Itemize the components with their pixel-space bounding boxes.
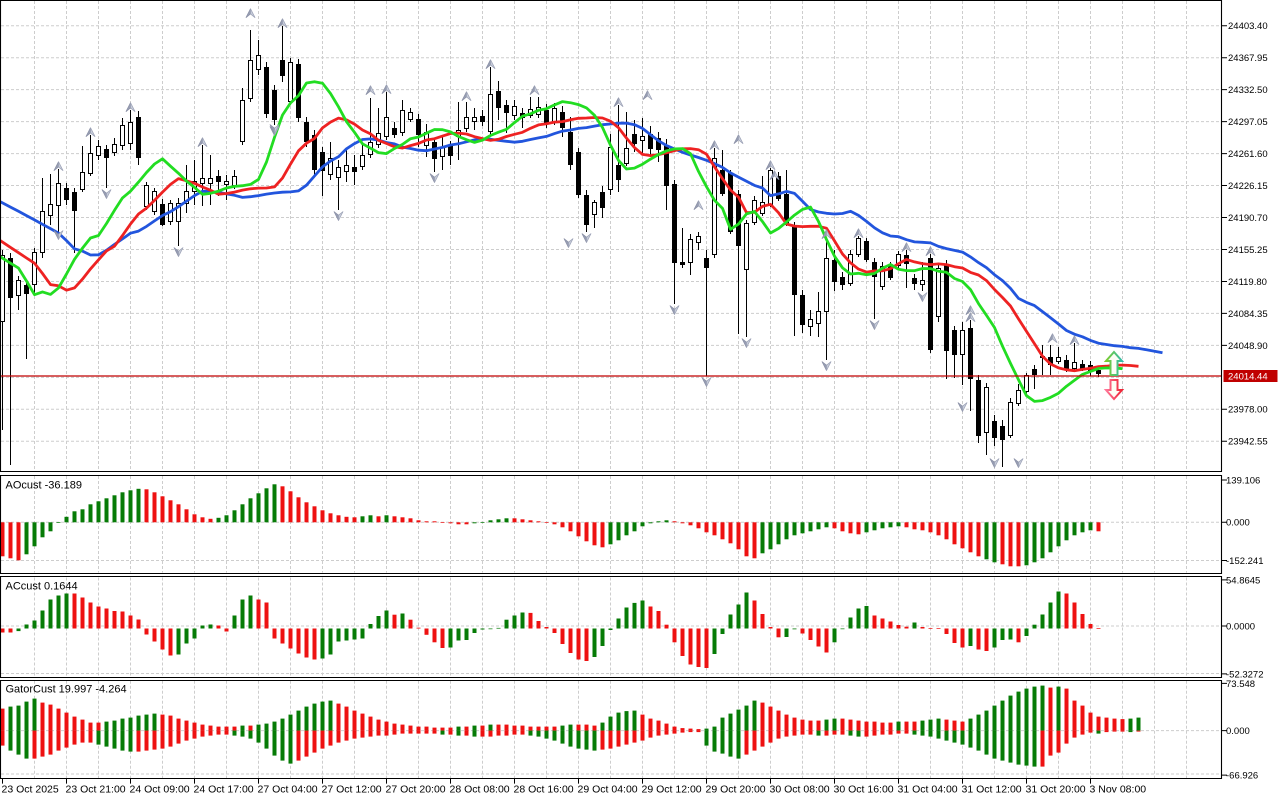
svg-text:73.548: 73.548 bbox=[1226, 679, 1255, 690]
svg-text:24190.70: 24190.70 bbox=[1228, 213, 1268, 224]
svg-text:24 Oct 17:00: 24 Oct 17:00 bbox=[194, 784, 254, 796]
svg-text:24297.05: 24297.05 bbox=[1228, 117, 1268, 128]
svg-text:23 Oct 2025: 23 Oct 2025 bbox=[2, 784, 59, 796]
svg-text:24403.40: 24403.40 bbox=[1228, 21, 1268, 32]
svg-text:24261.60: 24261.60 bbox=[1228, 149, 1268, 160]
svg-text:ACcust 0.1644: ACcust 0.1644 bbox=[6, 581, 78, 593]
svg-text:24155.25: 24155.25 bbox=[1228, 245, 1268, 256]
svg-text:54.8645: 54.8645 bbox=[1226, 575, 1260, 586]
svg-text:29 Oct 12:00: 29 Oct 12:00 bbox=[642, 784, 702, 796]
svg-text:24119.80: 24119.80 bbox=[1228, 277, 1267, 288]
svg-text:27 Oct 04:00: 27 Oct 04:00 bbox=[258, 784, 318, 796]
svg-text:31 Oct 04:00: 31 Oct 04:00 bbox=[898, 784, 958, 796]
svg-text:29 Oct 04:00: 29 Oct 04:00 bbox=[578, 784, 638, 796]
svg-text:27 Oct 12:00: 27 Oct 12:00 bbox=[322, 784, 382, 796]
svg-text:24014.44: 24014.44 bbox=[1228, 372, 1268, 383]
svg-text:-152.241: -152.241 bbox=[1226, 556, 1264, 567]
svg-text:28 Oct 08:00: 28 Oct 08:00 bbox=[450, 784, 510, 796]
svg-text:0.000: 0.000 bbox=[1226, 726, 1250, 737]
svg-text:23942.55: 23942.55 bbox=[1228, 437, 1268, 448]
svg-text:GatorCust 19.997 -4.264: GatorCust 19.997 -4.264 bbox=[6, 684, 127, 696]
svg-text:27 Oct 20:00: 27 Oct 20:00 bbox=[386, 784, 446, 796]
svg-text:-52.3272: -52.3272 bbox=[1226, 669, 1264, 680]
svg-text:AOcust -36.189: AOcust -36.189 bbox=[6, 480, 82, 492]
svg-text:24048.90: 24048.90 bbox=[1228, 341, 1268, 352]
svg-text:31 Oct 12:00: 31 Oct 12:00 bbox=[962, 784, 1022, 796]
svg-text:23978.00: 23978.00 bbox=[1228, 405, 1268, 416]
svg-text:24 Oct 09:00: 24 Oct 09:00 bbox=[130, 784, 190, 796]
svg-text:28 Oct 16:00: 28 Oct 16:00 bbox=[514, 784, 574, 796]
svg-text:24367.95: 24367.95 bbox=[1228, 53, 1268, 64]
svg-text:23 Oct 21:00: 23 Oct 21:00 bbox=[66, 784, 126, 796]
svg-text:31 Oct 20:00: 31 Oct 20:00 bbox=[1026, 784, 1086, 796]
svg-text:-66.926: -66.926 bbox=[1226, 771, 1258, 782]
svg-text:3 Nov 08:00: 3 Nov 08:00 bbox=[1090, 784, 1147, 796]
svg-text:30 Oct 16:00: 30 Oct 16:00 bbox=[834, 784, 894, 796]
svg-text:24084.35: 24084.35 bbox=[1228, 309, 1268, 320]
svg-text:30 Oct 08:00: 30 Oct 08:00 bbox=[770, 784, 830, 796]
svg-text:24332.50: 24332.50 bbox=[1228, 85, 1268, 96]
svg-text:0.0000: 0.0000 bbox=[1226, 621, 1255, 632]
svg-text:139.106: 139.106 bbox=[1226, 475, 1260, 486]
svg-text:24226.15: 24226.15 bbox=[1228, 181, 1268, 192]
svg-text:0.000: 0.000 bbox=[1226, 518, 1250, 529]
svg-text:29 Oct 20:00: 29 Oct 20:00 bbox=[706, 784, 766, 796]
